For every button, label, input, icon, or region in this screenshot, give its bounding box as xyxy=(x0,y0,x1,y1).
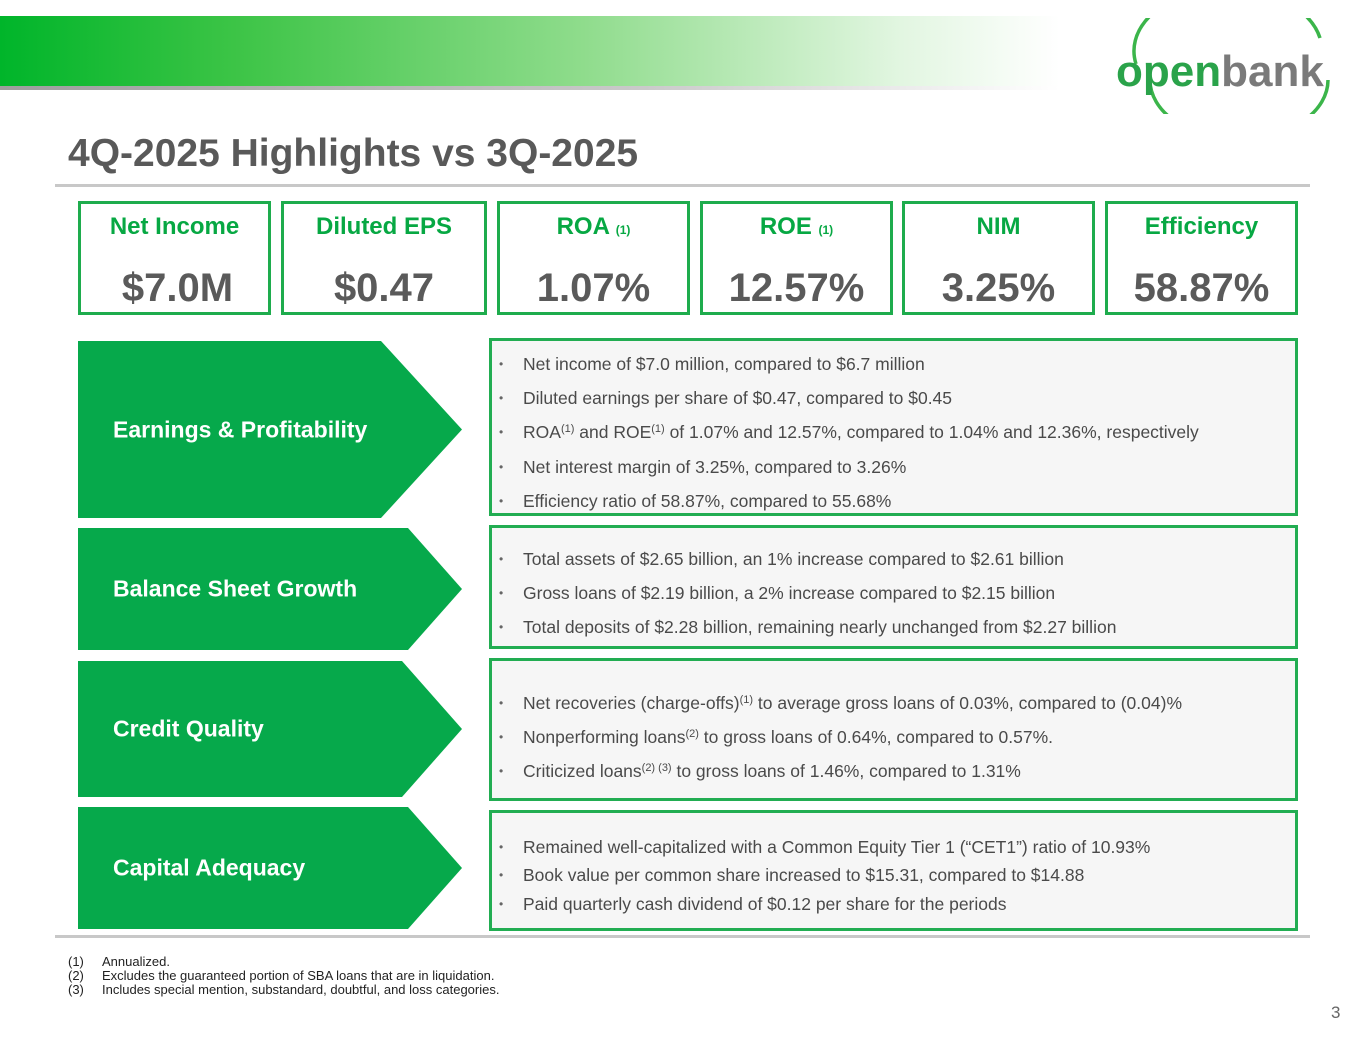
footnote-marker: (2) xyxy=(685,728,699,741)
footnote: (3) Includes special mention, substandard… xyxy=(68,982,500,997)
bullet-item: Net recoveries (charge-offs)(1) to avera… xyxy=(492,686,1295,720)
section-label: Balance Sheet Growth xyxy=(113,575,358,602)
bullet-item: Net income of $7.0 million, compared to … xyxy=(492,347,1295,381)
kpi-footnote-marker: (1) xyxy=(615,223,631,237)
bullet-item: Efficiency ratio of 58.87%, compared to … xyxy=(492,484,1295,518)
section-label: Credit Quality xyxy=(113,715,264,742)
credit-quality-bullets-panel: Net recoveries (charge-offs)(1) to avera… xyxy=(489,658,1298,801)
kpi-value: $0.47 xyxy=(333,266,435,310)
balance-sheet-bullets-panel: Total assets of $2.65 billion, an 1% inc… xyxy=(489,525,1298,649)
bullet-item: ROA(1) and ROE(1) of 1.07% and 12.57%, c… xyxy=(492,415,1295,449)
footnote-marker: (1) xyxy=(651,423,665,436)
capital-adequacy-bullets-panel: Remained well-capitalized with a Common … xyxy=(489,810,1298,931)
bullet-item: Criticized loans(2) (3) to gross loans o… xyxy=(492,754,1295,788)
footnote-marker: (2) (3) xyxy=(641,762,672,775)
kpi-card-nim: NIM 3.25% xyxy=(902,201,1095,315)
bullet-item: Net interest margin of 3.25%, compared t… xyxy=(492,450,1295,484)
svg-text:openbank: openbank xyxy=(1116,47,1324,96)
kpi-card-diluted-eps: Diluted EPS $0.47 xyxy=(281,201,487,315)
section-arrow-balance-sheet: Balance Sheet Growth xyxy=(78,528,462,650)
bullet-item: Gross loans of $2.19 billion, a 2% incre… xyxy=(492,576,1295,610)
kpi-value: 1.07% xyxy=(536,266,651,310)
header-bar-shadow xyxy=(0,86,1060,90)
kpi-card-efficiency: Efficiency 58.87% xyxy=(1105,201,1298,315)
kpi-label: Diluted EPS xyxy=(315,213,453,240)
bullet-list: Remained well-capitalized with a Common … xyxy=(492,813,1295,919)
title-divider xyxy=(55,184,1310,187)
footnote-marker: (1) xyxy=(560,423,575,436)
kpi-card-net-income: Net Income $7.0M xyxy=(78,201,271,315)
footnote: (2) Excludes the guaranteed portion of SB… xyxy=(68,968,495,983)
footer-divider xyxy=(55,935,1310,938)
section-arrow-capital-adequacy: Capital Adequacy xyxy=(78,807,462,929)
logo-text-open: open xyxy=(1116,47,1221,96)
bullet-list: Total assets of $2.65 billion, an 1% inc… xyxy=(492,528,1295,645)
bullet-item: Nonperforming loans(2) to gross loans of… xyxy=(492,720,1295,754)
kpi-label: ROE xyxy=(759,213,812,240)
section-arrow-earnings: Earnings & Profitability xyxy=(78,341,462,518)
kpi-value: 3.25% xyxy=(941,266,1056,310)
bullet-item: Book value per common share increased to… xyxy=(492,861,1295,890)
kpi-label: NIM xyxy=(976,213,1021,240)
kpi-label: ROA xyxy=(556,213,610,240)
bullet-item: Diluted earnings per share of $0.47, com… xyxy=(492,381,1295,415)
kpi-card-roe: ROE (1) 12.57% xyxy=(700,201,893,315)
bullet-list: Net income of $7.0 million, compared to … xyxy=(492,341,1295,518)
logo-text-bank: bank xyxy=(1221,47,1324,96)
openbank-logo: openbank xyxy=(1116,18,1330,114)
footnotes: (1) Annualized. (2) Excludes the guarantee… xyxy=(68,955,499,997)
bullet-list: Net recoveries (charge-offs)(1) to avera… xyxy=(492,661,1295,789)
kpi-label: Efficiency xyxy=(1144,213,1259,240)
kpi-footnote-marker: (1) xyxy=(818,223,834,237)
footnote: (1) Annualized. xyxy=(68,954,170,969)
section-label: Capital Adequacy xyxy=(113,854,306,881)
kpi-value: 58.87% xyxy=(1133,266,1270,310)
bullet-item: Total assets of $2.65 billion, an 1% inc… xyxy=(492,542,1295,576)
bullet-item: Paid quarterly cash dividend of $0.12 pe… xyxy=(492,890,1295,919)
page-number: 3 xyxy=(1331,1003,1341,1022)
page-title: 4Q-2025 Highlights vs 3Q-2025 xyxy=(68,132,639,175)
section-arrow-credit-quality: Credit Quality xyxy=(78,661,462,797)
kpi-label: Net Income xyxy=(109,213,240,240)
bullet-item: Remained well-capitalized with a Common … xyxy=(492,833,1295,862)
section-label: Earnings & Profitability xyxy=(113,416,368,442)
kpi-card-roa: ROA (1) 1.07% xyxy=(497,201,690,315)
kpi-value: $7.0M xyxy=(121,266,234,310)
footnote-marker: (1) xyxy=(739,694,754,706)
header-gradient-bar xyxy=(0,16,1060,86)
earnings-bullets-panel: Net income of $7.0 million, compared to … xyxy=(489,338,1298,518)
kpi-value: 12.57% xyxy=(728,266,865,310)
bullet-item: Total deposits of $2.28 billion, remaini… xyxy=(492,610,1295,644)
